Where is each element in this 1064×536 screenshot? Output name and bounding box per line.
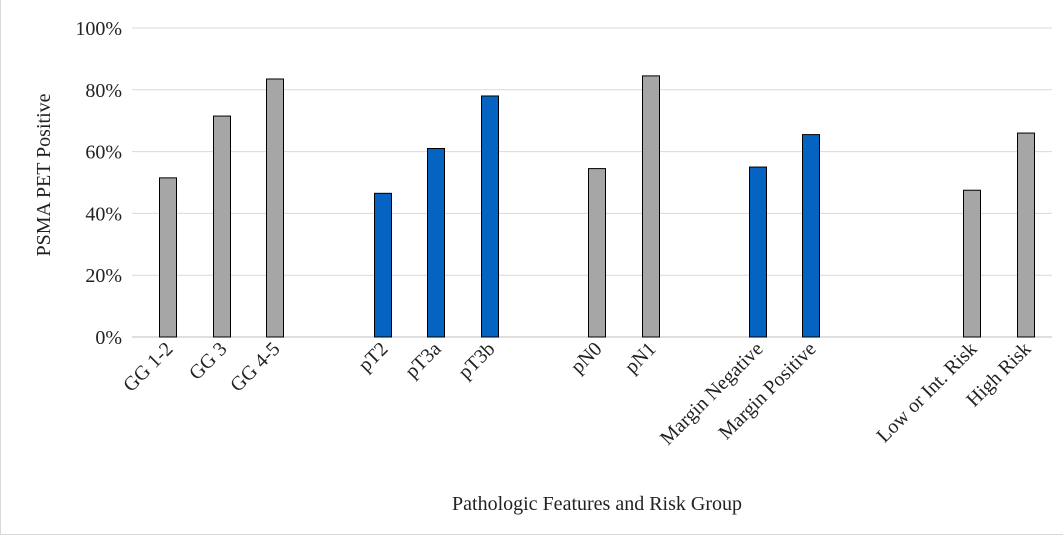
bar [749,166,767,338]
x-tick-label: pT2 [354,338,392,376]
bar [588,168,606,338]
y-axis-ticks: 0% 20% 40% 60% 80% 100% [75,18,122,349]
y-tick-label: 40% [85,203,122,225]
x-tick-label: pT3b [454,338,499,383]
x-tick-label: pN1 [621,338,661,378]
x-tick-label: GG 1-2 [119,338,177,396]
x-tick-label: Margin Positive [714,338,820,444]
bars [159,75,1035,338]
bar [481,95,499,338]
x-tick-label: pT3a [401,338,446,383]
bar [159,177,177,338]
x-axis-label: Pathologic Features and Risk Group [452,493,742,515]
bar [374,192,392,338]
bar [963,189,981,338]
x-tick-label: pN0 [567,338,607,378]
y-tick-label: 100% [75,18,122,40]
bar [802,134,820,338]
bar [213,115,231,338]
bar [1017,132,1035,338]
y-tick-label: 80% [85,80,122,102]
y-tick-label: 60% [85,142,122,164]
y-tick-label: 0% [95,327,122,349]
x-tick-label: GG 3 [185,338,232,385]
x-axis-ticks: GG 1-2 GG 3GG 4-5 pT2 pT3a pT3b pN0 pN1 Margin … [119,338,1035,450]
bar [266,78,284,338]
bar [427,148,445,338]
x-tick-label: GG 4-5 [226,338,284,396]
y-tick-label: 20% [85,265,122,287]
y-axis-label: PSMA PET Positive [33,93,55,256]
bar [642,75,660,338]
